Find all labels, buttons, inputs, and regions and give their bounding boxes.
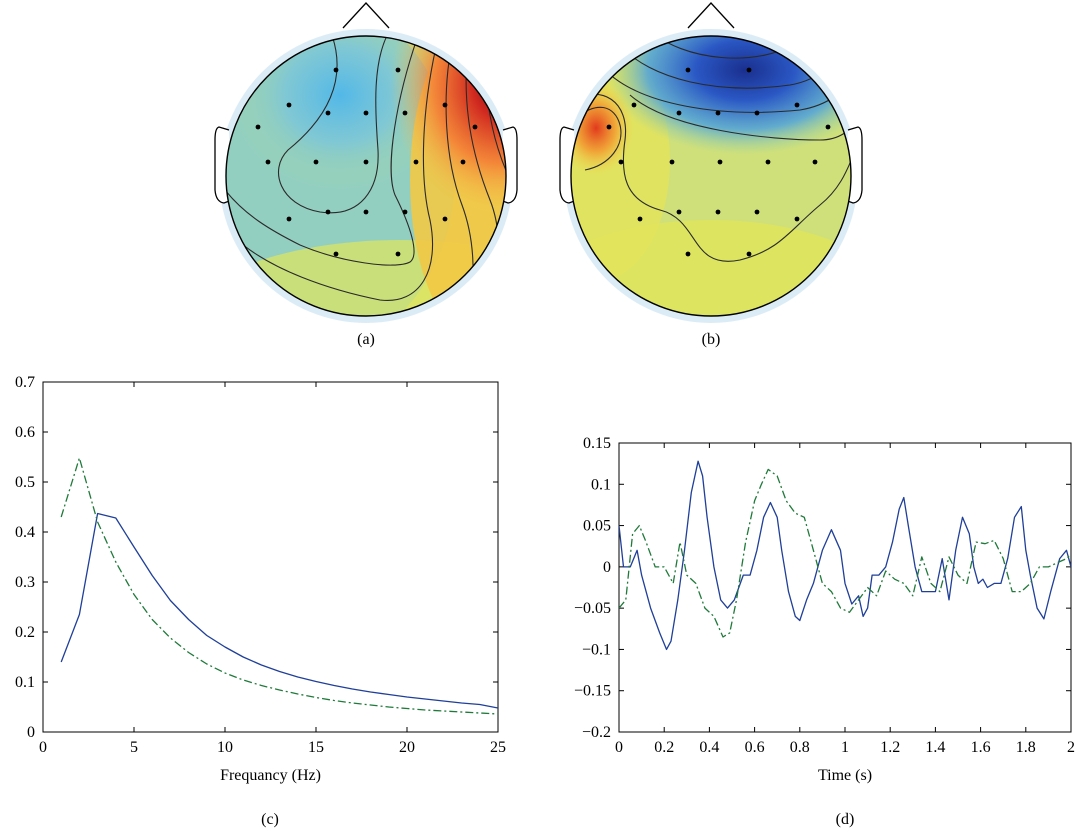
y-tick-label: 0.5 bbox=[15, 474, 35, 491]
electrode-dot bbox=[676, 110, 682, 116]
x-tick-label: 0.4 bbox=[699, 739, 719, 756]
x-tick-label: 1.2 bbox=[880, 739, 900, 756]
electrode-dot bbox=[286, 216, 292, 222]
x-tick-label: 0.8 bbox=[790, 739, 810, 756]
electrode-dot bbox=[825, 124, 831, 130]
y-tick-label: 0.7 bbox=[15, 374, 35, 391]
caption-b: (b) bbox=[702, 331, 721, 348]
x-tick-label: 0 bbox=[39, 739, 47, 756]
plot-frame bbox=[42, 381, 499, 733]
x-tick-label: 15 bbox=[308, 739, 324, 756]
electrode-dot bbox=[402, 110, 408, 116]
y-tick-label: 0.2 bbox=[15, 624, 35, 641]
x-tick-label: 2 bbox=[1067, 739, 1075, 756]
electrode-dot bbox=[313, 159, 319, 165]
time-series-plot: 0 0.2 0.4 0.6 0.8 1 1.2 1.4 1.6 1.8 2 −0.2 −0.15 −0.1… bbox=[574, 435, 1075, 784]
y-tick-label: 0.4 bbox=[15, 524, 35, 541]
electrode-dot bbox=[363, 159, 369, 165]
caption-a: (a) bbox=[357, 331, 375, 348]
nose bbox=[687, 2, 735, 29]
x-tick-label: 0 bbox=[615, 739, 623, 756]
x-tick-label: 0.2 bbox=[654, 739, 674, 756]
y-tick-label: −0.05 bbox=[574, 600, 611, 617]
electrode-dot bbox=[676, 209, 682, 215]
nose bbox=[342, 2, 390, 29]
y-tick-label: 0 bbox=[27, 724, 35, 741]
electrode-dot bbox=[395, 251, 401, 257]
electrode-dot bbox=[363, 110, 369, 116]
x-axis-label: Frequancy (Hz) bbox=[220, 767, 321, 784]
y-tick-label: 0 bbox=[603, 559, 611, 576]
electrode-dot bbox=[715, 110, 721, 116]
electrode-dot bbox=[325, 110, 331, 116]
x-tick-label: 1 bbox=[841, 739, 849, 756]
electrode-dot bbox=[472, 124, 478, 130]
series-line-2 bbox=[619, 468, 1071, 638]
electrode-dot bbox=[395, 67, 401, 73]
plot-frame bbox=[618, 442, 1072, 733]
electrode-dot bbox=[754, 209, 760, 215]
head-outline bbox=[570, 35, 852, 317]
electrode-dot bbox=[685, 251, 691, 257]
electrode-dot bbox=[746, 251, 752, 257]
electrode-dot bbox=[606, 124, 612, 130]
y-tick-label: −0.1 bbox=[582, 641, 611, 658]
y-tick-label: 0.15 bbox=[583, 435, 611, 452]
electrode-dot bbox=[717, 159, 723, 165]
electrode-dot bbox=[631, 102, 637, 108]
electrode-dot bbox=[765, 159, 771, 165]
scalp-map-b bbox=[559, 2, 863, 323]
x-tick-label: 1.4 bbox=[925, 739, 945, 756]
x-tick-label: 10 bbox=[217, 739, 233, 756]
y-tick-label: 0.1 bbox=[15, 674, 35, 691]
electrode-dot bbox=[442, 102, 448, 108]
electrode-dot bbox=[794, 216, 800, 222]
electrode-dot bbox=[363, 209, 369, 215]
spectrum-plot: 0 5 10 15 20 25 0 0.1 0.2 0.3 0.4 0.5 0.6 0.7 Frequanc… bbox=[15, 374, 506, 784]
x-tick-label: 0.6 bbox=[745, 739, 765, 756]
head-outline bbox=[225, 35, 507, 317]
electrode-dot bbox=[255, 124, 261, 130]
electrode-dot bbox=[286, 102, 292, 108]
y-tick-label: 0.3 bbox=[15, 574, 35, 591]
electrode-dot bbox=[333, 251, 339, 257]
x-tick-label: 25 bbox=[490, 739, 506, 756]
electrode-dot bbox=[637, 216, 643, 222]
y-tick-label: 0.05 bbox=[583, 518, 611, 535]
x-tick-label: 5 bbox=[130, 739, 138, 756]
electrode-dot bbox=[442, 216, 448, 222]
x-tick-label: 1.6 bbox=[971, 739, 991, 756]
electrode-dot bbox=[754, 110, 760, 116]
series-line-1 bbox=[619, 460, 1071, 651]
electrode-dot bbox=[618, 159, 624, 165]
x-axis-label: Time (s) bbox=[818, 767, 872, 784]
caption-c: (c) bbox=[261, 811, 279, 828]
x-tick-label: 1.8 bbox=[1016, 739, 1036, 756]
electrode-dot bbox=[460, 159, 466, 165]
electrode-dot bbox=[715, 209, 721, 215]
caption-d: (d) bbox=[836, 811, 855, 828]
electrode-dot bbox=[325, 209, 331, 215]
scalp-map-a bbox=[214, 2, 518, 323]
series-line-1 bbox=[60, 512, 498, 709]
y-tick-label: −0.15 bbox=[574, 683, 611, 700]
electrode-dot bbox=[746, 67, 752, 73]
y-tick-label: 0.6 bbox=[15, 424, 35, 441]
electrode-dot bbox=[402, 209, 408, 215]
series-line-2 bbox=[60, 457, 498, 715]
y-tick-label: −0.2 bbox=[582, 724, 611, 741]
y-tick-label: 0.1 bbox=[591, 476, 611, 493]
electrode-dot bbox=[669, 159, 675, 165]
electrode-dot bbox=[413, 159, 419, 165]
electrode-dot bbox=[265, 159, 271, 165]
x-tick-label: 20 bbox=[399, 739, 415, 756]
electrode-dot bbox=[333, 67, 339, 73]
electrode-dot bbox=[812, 159, 818, 165]
electrode-dot bbox=[685, 67, 691, 73]
electrode-dot bbox=[794, 102, 800, 108]
